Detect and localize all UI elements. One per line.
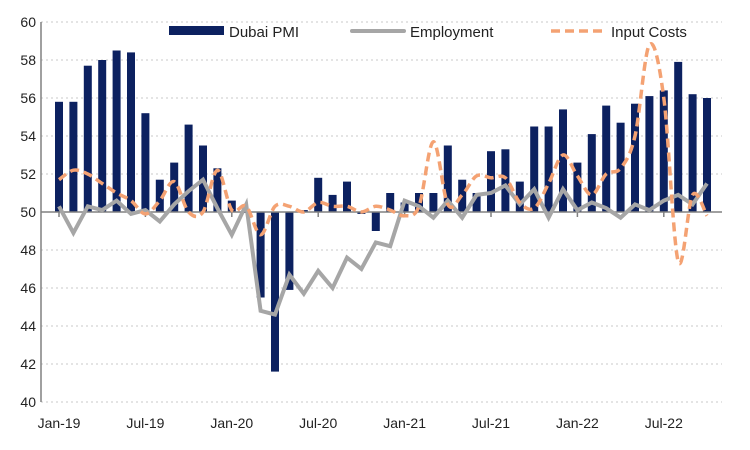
bar-dubai-pmi [688, 94, 697, 212]
y-tick-label: 54 [20, 128, 36, 144]
bar-dubai-pmi [170, 162, 179, 212]
bar-dubai-pmi [573, 162, 582, 212]
x-tick-label: Jan-20 [210, 415, 253, 431]
bar-dubai-pmi [472, 193, 481, 212]
y-tick-label: 60 [20, 14, 36, 30]
bar-dubai-pmi [213, 168, 222, 212]
y-tick-label: 56 [20, 90, 36, 106]
x-tick-label: Jan-21 [383, 415, 426, 431]
x-tick-label: Jul-22 [645, 415, 683, 431]
x-tick-label: Jul-20 [299, 415, 337, 431]
y-tick-label: 40 [20, 394, 36, 410]
bar-dubai-pmi [112, 50, 121, 212]
input-costs-line [57, 42, 709, 266]
bar-dubai-pmi [443, 145, 452, 212]
bar-dubai-pmi [83, 65, 92, 212]
bar-dubai-pmi [515, 181, 524, 212]
legend-swatch-dubai-pmi [169, 26, 224, 35]
legend-label-input-costs: Input Costs [611, 24, 687, 41]
bar-dubai-pmi [98, 60, 107, 212]
bar-dubai-pmi [544, 126, 553, 212]
bar-dubai-pmi [69, 101, 78, 212]
bar-dubai-pmi [271, 212, 279, 372]
bar-dubai-pmi [703, 98, 711, 212]
series-lines [57, 42, 709, 318]
x-tick-label: Jan-22 [556, 415, 599, 431]
bar-dubai-pmi [328, 194, 337, 212]
bar-dubai-pmi [386, 193, 395, 212]
bar-dubai-pmi [616, 122, 625, 212]
bar-dubai-pmi [487, 151, 495, 212]
bar-dubai-pmi [429, 193, 438, 212]
bar-dubai-pmi [155, 179, 164, 212]
y-tick-label: 52 [20, 166, 36, 182]
y-tick-label: 48 [20, 242, 36, 258]
bar-dubai-pmi [674, 61, 683, 213]
legend: Dubai PMI Employment Input Costs [169, 24, 687, 41]
bar-dubai-pmi [631, 103, 639, 212]
bar-dubai-pmi [184, 124, 193, 212]
legend-label-employment: Employment [410, 24, 494, 41]
bar-dubai-pmi [371, 212, 380, 231]
x-tick-label: Jan-19 [38, 415, 81, 431]
x-axis-ticks: Jan-19 Jul-19 Jan-20 Jul-20 Jan-21 Jul-21 Jan-… [38, 212, 683, 431]
y-tick-label: 46 [20, 280, 36, 296]
x-tick-label: Jul-19 [126, 415, 164, 431]
y-tick-label: 44 [20, 318, 36, 334]
bar-dubai-pmi [314, 177, 323, 212]
bar-dubai-pmi [530, 126, 539, 212]
bar-dubai-pmi [343, 181, 351, 212]
y-tick-label: 50 [20, 204, 36, 220]
bar-dubai-pmi [256, 212, 265, 298]
bar-dubai-pmi [285, 212, 294, 290]
bar-dubai-pmi [501, 149, 510, 212]
bar-dubai-pmi [602, 105, 611, 212]
x-tick-label: Jul-21 [472, 415, 510, 431]
y-tick-label: 42 [20, 356, 36, 372]
bar-dubai-pmi [587, 134, 596, 212]
bar-dubai-pmi [659, 90, 668, 212]
bar-dubai-pmi [400, 202, 409, 212]
legend-label-dubai-pmi: Dubai PMI [229, 24, 299, 41]
bar-dubai-pmi [227, 200, 236, 212]
bar-dubai-pmi [415, 193, 423, 212]
bar-dubai-pmi [645, 96, 654, 212]
bar-dubai-pmi [559, 109, 567, 212]
employment-line [57, 176, 709, 318]
bar-dubai-pmi [141, 113, 150, 212]
bar-dubai-pmi [55, 101, 63, 212]
bars [55, 50, 711, 372]
y-tick-label: 58 [20, 52, 36, 68]
bar-dubai-pmi [127, 52, 135, 213]
y-axis-ticks: 40 42 44 46 48 50 52 54 56 58 60 [20, 14, 36, 410]
